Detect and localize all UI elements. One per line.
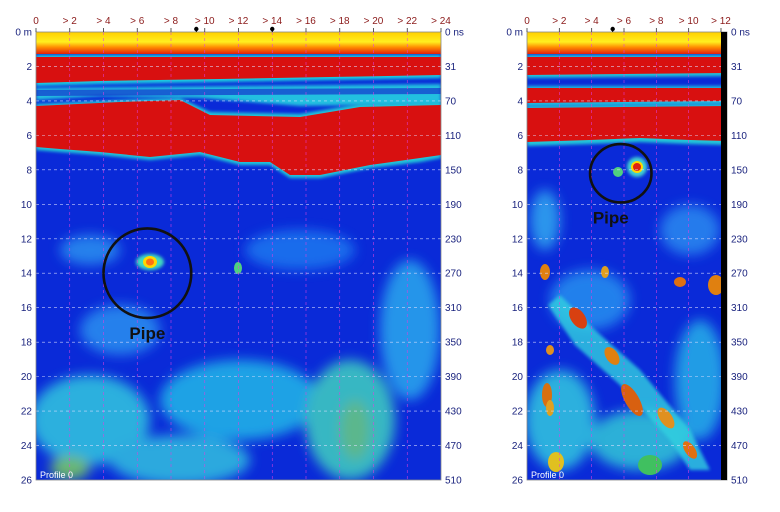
profile-label-right: Profile 0 — [531, 470, 564, 480]
depth-tick-label: 6 — [517, 131, 523, 142]
time-tick-label: 70 — [445, 96, 457, 107]
x-tick-label: > 8 — [649, 16, 664, 27]
depth-tick-label: 8 — [517, 165, 523, 176]
depth-tick-label: 22 — [512, 407, 524, 418]
time-tick-label: 110 — [445, 131, 461, 142]
depth-tick-label: 12 — [21, 234, 33, 245]
pipe-reflection-left — [136, 254, 242, 274]
x-tick-label: > 10 — [195, 16, 215, 27]
time-tick-label: 430 — [731, 407, 748, 418]
depth-tick-label: 26 — [21, 476, 33, 487]
time-tick-label: 510 — [445, 476, 462, 487]
depth-tick-label: 14 — [512, 269, 524, 280]
time-tick-label: 70 — [731, 96, 743, 107]
time-tick-label: 190 — [731, 200, 748, 211]
depth-tick-label: 10 — [21, 200, 33, 211]
time-tick-label: 470 — [731, 441, 748, 452]
time-tick-label: 0 ns — [445, 28, 464, 39]
depth-tick-label: 2 — [517, 62, 523, 73]
x-tick-label: > 12 — [229, 16, 249, 27]
pipe-highlight-circle — [588, 142, 653, 204]
time-tick-label: 350 — [445, 338, 462, 349]
time-tick-label: 470 — [445, 441, 462, 452]
depth-tick-label: 14 — [21, 269, 33, 280]
radargram-right: 0 > 2 > 4 > 6 > 8 > 10 > 12 0 m246810121416182… — [506, 16, 750, 487]
x-tick-label: > 10 — [679, 16, 699, 27]
time-tick-label: 150 — [445, 165, 462, 176]
marker-dot — [194, 26, 199, 32]
x-tick-label: 0 — [524, 16, 530, 27]
time-tick-label: 390 — [731, 372, 748, 383]
time-tick-label: 390 — [445, 372, 462, 383]
time-tick-label: 110 — [731, 131, 747, 142]
pipe-reflection-right — [613, 157, 647, 177]
scan-edge-bar — [721, 32, 727, 480]
x-tick-label: > 20 — [364, 16, 384, 27]
x-tick-label: > 4 — [96, 16, 111, 27]
depth-tick-label: 6 — [26, 131, 32, 142]
x-tick-label: > 4 — [585, 16, 600, 27]
time-tick-label: 510 — [731, 476, 748, 487]
depth-tick-label: 24 — [21, 441, 33, 452]
depth-tick-label: 12 — [512, 234, 524, 245]
depth-tick-label: 20 — [21, 372, 33, 383]
time-tick-label: 270 — [731, 269, 748, 280]
x-tick-label: > 12 — [711, 16, 731, 27]
depth-tick-label: 16 — [21, 303, 33, 314]
depth-tick-label: 24 — [512, 441, 524, 452]
depth-tick-label: 26 — [512, 476, 524, 487]
x-tick-label: > 18 — [330, 16, 350, 27]
depth-tick-label: 10 — [512, 200, 524, 211]
x-tick-label: > 2 — [552, 16, 567, 27]
time-tick-label: 310 — [731, 303, 748, 314]
x-tick-label: > 24 — [431, 16, 451, 27]
time-tick-label: 150 — [731, 165, 748, 176]
x-tick-label: > 6 — [617, 16, 632, 27]
pipe-annotation-label: Pipe — [129, 324, 165, 343]
time-tick-label: 31 — [731, 62, 743, 73]
marker-dot — [610, 26, 615, 32]
radargram-right-image — [527, 32, 727, 480]
depth-tick-label: 20 — [512, 372, 524, 383]
time-tick-label: 31 — [445, 62, 457, 73]
depth-tick-label: 8 — [26, 165, 32, 176]
marker-dot — [270, 26, 275, 32]
time-tick-label: 310 — [445, 303, 462, 314]
dipping-reflectors — [540, 264, 724, 475]
time-tick-label: 0 ns — [731, 28, 750, 39]
time-tick-label: 190 — [445, 200, 462, 211]
profile-label-left: Profile 0 — [40, 470, 73, 480]
pipe-highlight-circle — [102, 227, 193, 320]
pipe-annotation-label: Pipe — [593, 208, 629, 227]
time-tick-label: 270 — [445, 269, 462, 280]
time-tick-label: 430 — [445, 407, 462, 418]
x-tick-label: 0 — [33, 16, 39, 27]
depth-tick-label: 0 m — [15, 28, 32, 39]
radargram-left-image — [36, 32, 441, 480]
depth-tick-label: 4 — [26, 96, 32, 107]
x-tick-label: > 2 — [63, 16, 78, 27]
x-tick-label: > 8 — [164, 16, 179, 27]
depth-tick-label: 2 — [26, 62, 32, 73]
x-tick-label: > 22 — [397, 16, 417, 27]
depth-tick-label: 18 — [21, 338, 33, 349]
x-tick-label: > 14 — [262, 16, 282, 27]
depth-tick-label: 16 — [512, 303, 524, 314]
radargram-left: 0 > 2 > 4 > 6 > 8 > 10 > 12 > 14 > 16 > 18 > 20 > 2… — [15, 16, 464, 487]
depth-tick-label: 0 m — [506, 28, 523, 39]
time-tick-label: 350 — [731, 338, 748, 349]
time-tick-label: 230 — [445, 234, 462, 245]
time-tick-label: 230 — [731, 234, 748, 245]
depth-tick-label: 4 — [517, 96, 523, 107]
depth-tick-label: 18 — [512, 338, 524, 349]
depth-tick-label: 22 — [21, 407, 33, 418]
x-tick-label: > 16 — [296, 16, 316, 27]
x-tick-label: > 6 — [130, 16, 145, 27]
